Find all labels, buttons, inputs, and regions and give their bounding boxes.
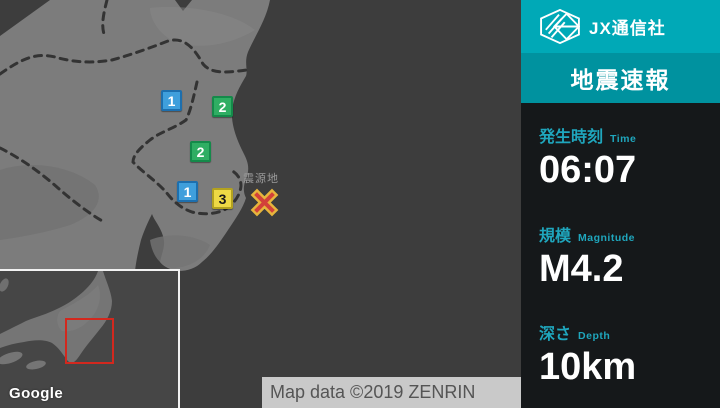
depth-label-ja: 深さ: [539, 326, 572, 344]
stat-depth: 深さ Depth 10km: [539, 320, 720, 389]
stat-magnitude: 規模 Magnitude M4.2: [539, 222, 720, 291]
magnitude-value: M4.2: [539, 247, 624, 290]
stat-time: 発生時刻 Time 06:07: [539, 123, 720, 192]
intensity-marker: 1: [161, 90, 182, 111]
inset-highlight-box: [65, 318, 114, 364]
jx-hexagon-logo-icon: [540, 9, 580, 44]
brand-name: JX通信社: [589, 19, 666, 38]
intensity-marker: 2: [212, 96, 233, 117]
epicenter-x-icon: [250, 188, 279, 217]
google-logo[interactable]: Google: [9, 385, 64, 402]
intensity-marker: 2: [190, 141, 211, 162]
alert-details-panel: 発生時刻 Time 06:07 規模 Magnitude M4.2 深さ Dep…: [521, 103, 720, 389]
landmass: [0, 0, 270, 309]
time-label-ja: 発生時刻: [539, 129, 604, 146]
intensity-marker: 1: [177, 181, 198, 202]
epicenter-label: 震源地: [243, 173, 279, 185]
time-label-en: Time: [610, 133, 637, 145]
time-value: 06:07: [539, 149, 637, 191]
alert-type-banner: 地震速報: [521, 53, 720, 103]
magnitude-label-ja: 規模: [539, 227, 572, 245]
intensity-marker: 3: [212, 188, 233, 209]
depth-label-en: Depth: [578, 330, 611, 343]
depth-value: 10km: [539, 346, 637, 389]
map-attribution: Map data ©2019 ZENRIN: [262, 377, 521, 408]
brand-header: JX通信社: [521, 0, 720, 53]
alert-sidebar: JX通信社 地震速報 発生時刻 Time 06:07 規模 Magnitude …: [521, 0, 720, 408]
inset-locator-map: [0, 269, 180, 408]
epicenter-x-inner: [254, 192, 275, 213]
magnitude-label-en: Magnitude: [578, 231, 636, 244]
inset-honshu: [0, 271, 112, 363]
